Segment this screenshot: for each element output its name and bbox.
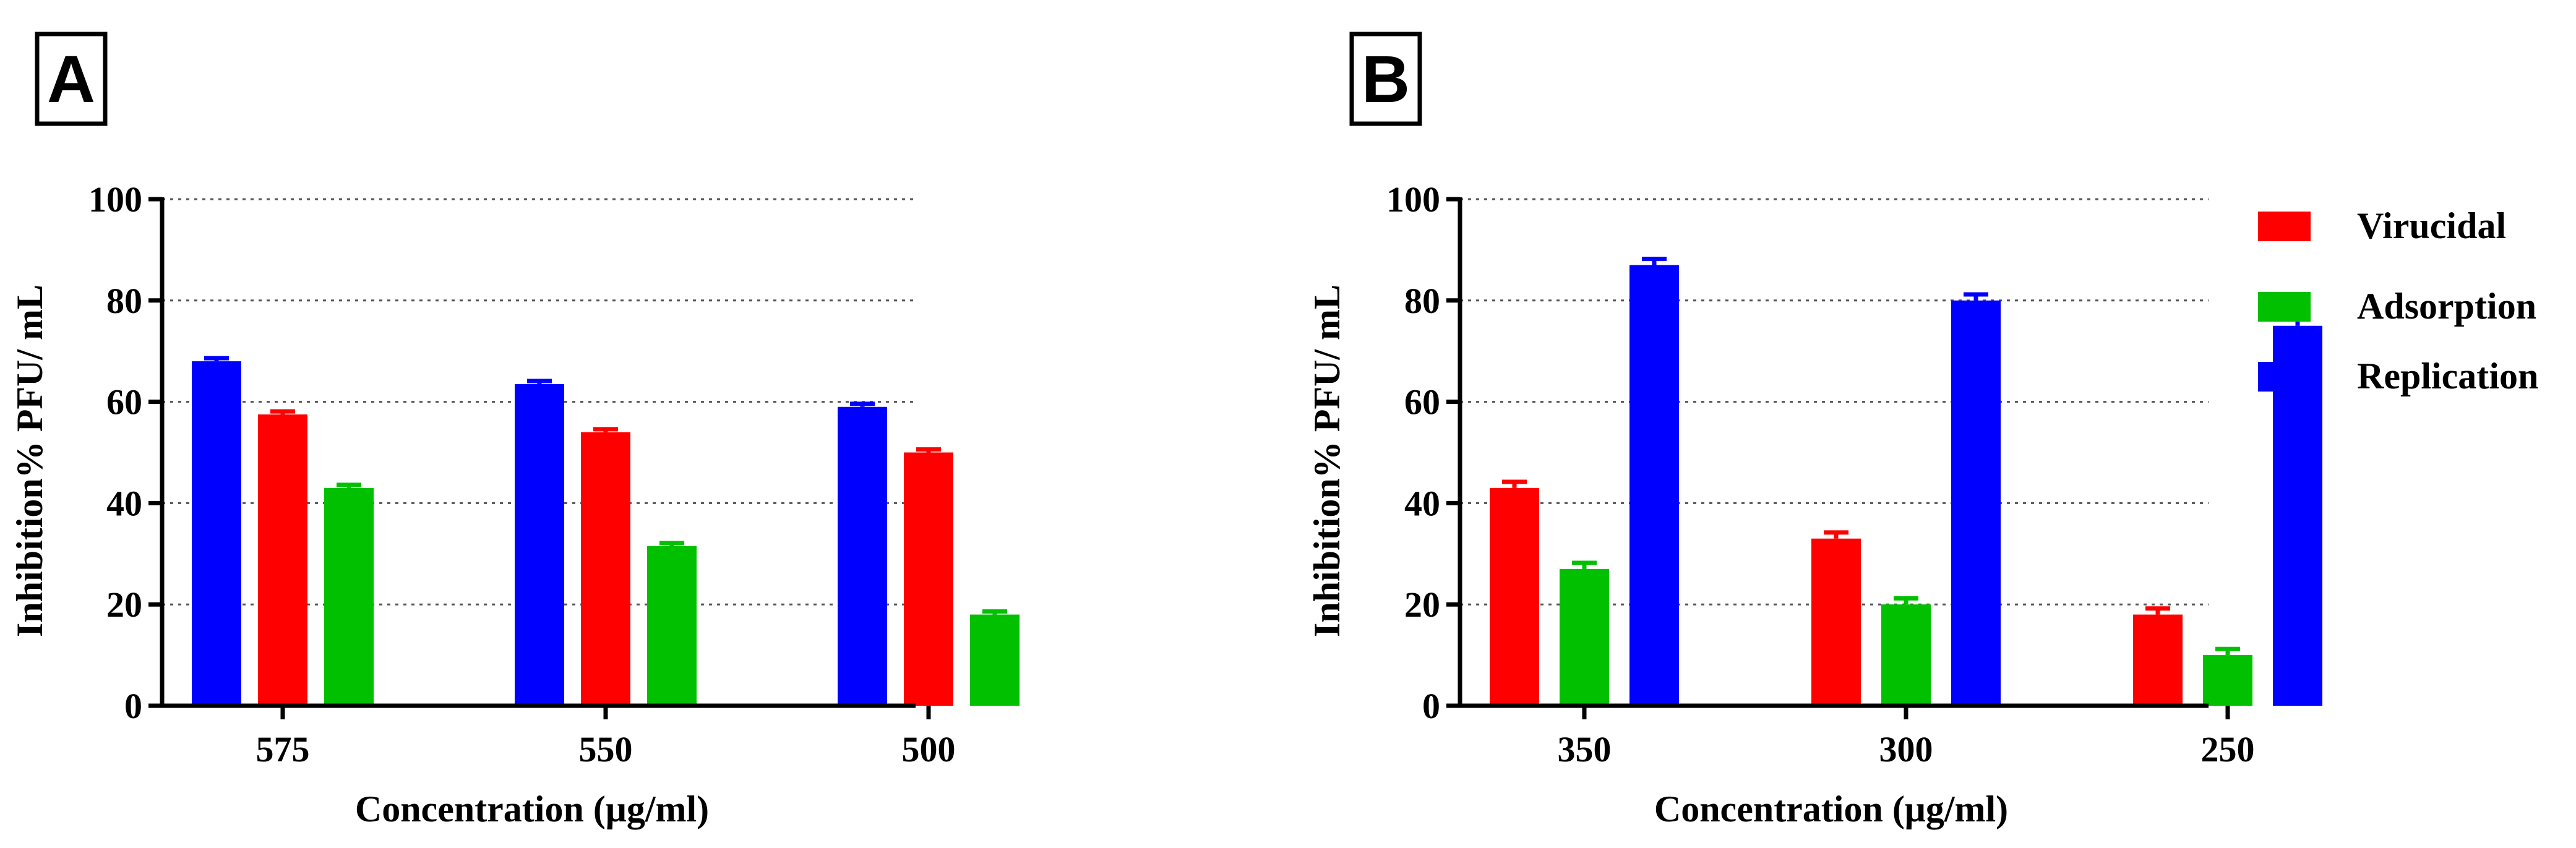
bar-replication-350 — [1629, 265, 1679, 706]
chart-a-x-axis-title: Concentration (μg/ml) — [355, 789, 709, 829]
x-tick-label: 300 — [1879, 729, 1933, 769]
bar-adsorption-575 — [324, 487, 374, 706]
bar-virucidal-300 — [1811, 538, 1861, 706]
chart-b: 0 20 40 60 80 100 350 300 250 Concentration (μg/… — [1307, 179, 2322, 829]
legend-swatch-adsorption — [2258, 292, 2311, 322]
bar-adsorption-550 — [647, 546, 697, 706]
y-tick-label: 20 — [1404, 585, 1440, 625]
bar-replication-550 — [515, 383, 564, 706]
legend-label-adsorption: Adsorption — [2357, 286, 2536, 327]
bar-virucidal-575 — [258, 414, 307, 706]
y-tick-label: 0 — [124, 686, 142, 726]
y-tick-label: 40 — [1404, 483, 1440, 523]
y-tick-label: 100 — [1386, 179, 1440, 220]
chart-b-axes: 0 20 40 60 80 100 350 300 250 — [1386, 179, 2255, 769]
bar-virucidal-550 — [581, 432, 630, 706]
y-tick-label: 0 — [1422, 686, 1440, 726]
legend-swatch-replication — [2258, 362, 2311, 392]
y-tick-label: 40 — [106, 483, 142, 523]
chart-a-y-axis-title: Inhibition% PFU/ mL — [9, 285, 50, 637]
y-tick-label: 80 — [106, 281, 142, 321]
y-tick-label: 60 — [1404, 382, 1440, 422]
x-tick-label: 250 — [2201, 729, 2255, 769]
legend-label-virucidal: Virucidal — [2357, 205, 2506, 246]
panel-label-a: A — [35, 32, 108, 126]
bar-adsorption-300 — [1881, 604, 1931, 706]
y-tick-label: 60 — [106, 382, 142, 422]
panel-label-b-text: B — [1362, 41, 1410, 116]
bar-replication-500 — [838, 406, 887, 706]
legend-label-replication: Replication — [2357, 356, 2538, 396]
bar-virucidal-500 — [904, 452, 953, 706]
bar-adsorption-500 — [970, 614, 1020, 706]
y-tick-label: 20 — [106, 585, 142, 625]
x-tick-label: 350 — [1558, 729, 1612, 769]
chart-a: 0 20 40 60 80 100 575 550 500 Concentration (μg/… — [9, 179, 1020, 829]
panel-label-a-text: A — [47, 41, 95, 116]
legend-swatch-virucidal — [2258, 212, 2311, 241]
chart-b-x-axis-title: Concentration (μg/ml) — [1654, 789, 2008, 829]
panel-label-b: B — [1349, 32, 1422, 126]
bar-replication-300 — [1951, 300, 2001, 706]
bar-adsorption-350 — [1560, 568, 1609, 706]
y-tick-label: 100 — [88, 179, 142, 220]
bar-virucidal-250 — [2133, 614, 2183, 706]
bar-virucidal-350 — [1490, 487, 1539, 706]
y-tick-label: 80 — [1404, 281, 1440, 321]
chart-a-gridlines — [162, 198, 916, 606]
chart-a-bars — [192, 356, 1020, 706]
x-tick-label: 575 — [256, 729, 310, 769]
legend: Virucidal Adsorption Replication — [2258, 205, 2538, 396]
x-tick-label: 550 — [579, 729, 633, 769]
chart-b-bars — [1490, 257, 2322, 706]
chart-a-axes: 0 20 40 60 80 100 575 550 500 — [88, 179, 956, 769]
bar-adsorption-250 — [2203, 655, 2252, 706]
bar-replication-575 — [192, 361, 241, 706]
x-tick-label: 500 — [902, 729, 956, 769]
chart-b-y-axis-title: Inhibition% PFU/ mL — [1307, 285, 1347, 637]
